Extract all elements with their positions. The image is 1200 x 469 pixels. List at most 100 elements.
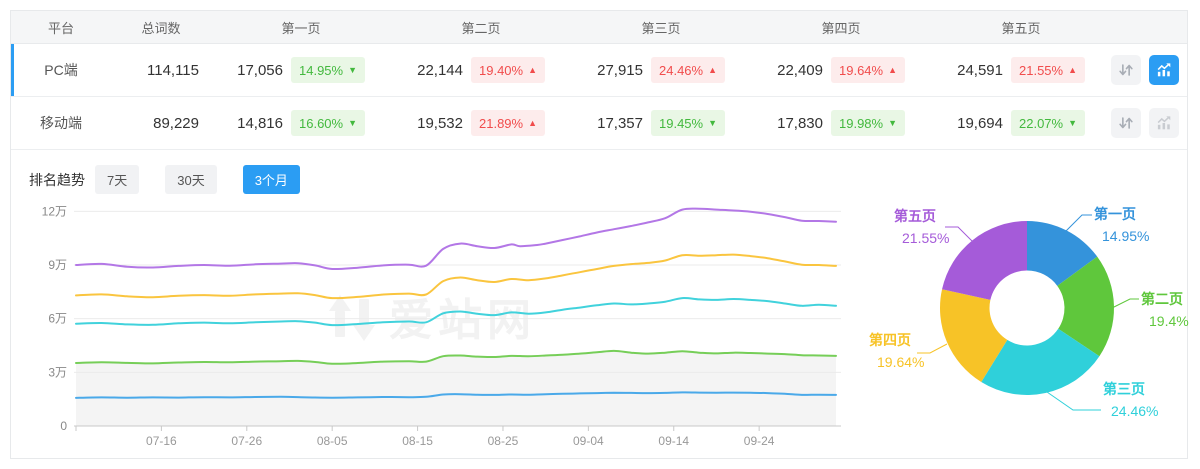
trend-chart-icon	[1157, 63, 1171, 77]
change-badge: 21.89% ▲	[471, 110, 546, 136]
y-axis-label: 6万	[48, 312, 67, 326]
col-header-page4: 第四页	[821, 20, 861, 36]
trend-triangle-icon: ▲	[1068, 65, 1078, 75]
donut-label-page5: 第五页 21.55%	[894, 208, 950, 246]
y-axis-label: 0	[60, 419, 67, 433]
trend-triangle-icon: ▼	[708, 118, 718, 128]
donut-label-line	[917, 343, 948, 354]
change-badge: 24.46% ▲	[651, 57, 726, 83]
change-badge: 19.98% ▼	[831, 110, 906, 136]
y-axis-label: 9万	[48, 258, 67, 272]
trend-chart-icon	[1157, 116, 1171, 130]
col-header-platform: 平台	[47, 20, 74, 36]
page2-cell: 19,532 21.89% ▲	[391, 110, 571, 136]
change-badge: 21.55% ▲	[1011, 57, 1086, 83]
total-words-value: 114,115	[147, 61, 199, 79]
donut-label-page4: 第四页 19.64%	[869, 332, 925, 370]
table-header-row: 平台 总词数 第一页 第二页 第三页 第四页 第五页	[11, 11, 1187, 44]
watermark-text: 爱站网	[389, 296, 536, 345]
ranking-trend-line-chart: 爱站网 0 3万 6万 9万 12万 07-16 07-26 08-05 08-15 08-25 09…	[42, 204, 1139, 448]
col-header-page3: 第三页	[641, 20, 681, 36]
page3-cell: 17,357 19.45% ▼	[571, 110, 751, 136]
area-fill	[76, 350, 836, 426]
y-axis-label: 3万	[48, 365, 67, 379]
change-badge: 16.60% ▼	[291, 110, 366, 136]
trend-triangle-icon: ▲	[528, 118, 538, 128]
total-words-value: 89,229	[153, 114, 199, 132]
tab-7-days[interactable]: 7天	[95, 165, 140, 194]
donut-slice-第三页	[981, 328, 1100, 396]
x-axis-label: 09-04	[573, 434, 604, 448]
y-axis-label: 12万	[42, 204, 67, 218]
page-count: 22,409	[777, 61, 823, 79]
row-actions	[1111, 108, 1189, 138]
donut-label-line	[1111, 298, 1139, 309]
trend-triangle-icon: ▼	[348, 118, 358, 128]
page4-cell: 17,830 19.98% ▼	[751, 110, 931, 136]
page-count: 17,056	[237, 61, 283, 79]
donut-label-line	[945, 226, 973, 242]
col-header-page2: 第二页	[461, 20, 501, 36]
trend-line-第一页	[75, 391, 837, 399]
platform-label: 移动端	[40, 115, 82, 131]
sort-arrows-icon	[1119, 117, 1133, 129]
page1-cell: 14,816 16.60% ▼	[211, 110, 391, 136]
change-badge: 22.07% ▼	[1011, 110, 1086, 136]
sort-arrows-button[interactable]	[1111, 55, 1141, 85]
page3-cell: 27,915 24.46% ▲	[571, 57, 751, 83]
trend-line-第五页	[75, 207, 837, 271]
tab-3-months[interactable]: 3个月	[242, 165, 300, 194]
page4-cell: 22,409 19.64% ▲	[751, 57, 931, 83]
sort-arrows-icon	[1119, 64, 1133, 76]
row-actions	[1111, 55, 1189, 85]
keyword-ranking-panel: 平台 总词数 第一页 第二页 第三页 第四页 第五页 PC端 114,115 1…	[10, 10, 1189, 459]
donut-label-page3: 第三页 24.46%	[1103, 381, 1159, 419]
col-header-total-words: 总词数	[141, 20, 181, 36]
page-count: 14,816	[237, 114, 283, 132]
trend-section-title: 排名趋势	[29, 171, 85, 188]
x-axis-label: 09-14	[658, 434, 689, 448]
page-count: 19,694	[957, 114, 1003, 132]
page1-cell: 17,056 14.95% ▼	[211, 57, 391, 83]
donut-slice-第二页	[1057, 256, 1114, 357]
trend-triangle-icon: ▲	[708, 65, 718, 75]
change-badge: 19.40% ▲	[471, 57, 546, 83]
x-axis-label: 09-24	[744, 434, 775, 448]
table-row[interactable]: 移动端 89,229 14,816 16.60% ▼ 19,532 21.89% ▲…	[11, 97, 1187, 150]
page5-cell: 24,591 21.55% ▲	[931, 57, 1111, 83]
donut-label-page1: 第一页 14.95%	[1094, 206, 1150, 244]
trend-chart-button[interactable]	[1149, 108, 1179, 138]
x-axis-label: 08-15	[402, 434, 433, 448]
donut-label-line	[1063, 214, 1092, 234]
x-axis-label: 08-05	[317, 434, 348, 448]
sort-arrows-button[interactable]	[1111, 108, 1141, 138]
trend-line-第四页	[75, 253, 837, 300]
page5-cell: 19,694 22.07% ▼	[931, 110, 1111, 136]
page-count: 17,357	[597, 114, 643, 132]
platform-label: PC端	[44, 62, 78, 78]
col-header-page5: 第五页	[1001, 20, 1041, 36]
change-badge: 14.95% ▼	[291, 57, 366, 83]
trend-controls: 排名趋势 7天 30天 3个月	[29, 165, 1187, 194]
change-badge: 19.45% ▼	[651, 110, 726, 136]
change-badge: 19.64% ▲	[831, 57, 906, 83]
trend-triangle-icon: ▲	[528, 65, 538, 75]
page-count: 19,532	[417, 114, 463, 132]
donut-slice-第五页	[942, 221, 1027, 300]
donut-label-page2: 第二页 19.4%	[1141, 291, 1189, 329]
trend-triangle-icon: ▼	[1068, 118, 1078, 128]
trend-triangle-icon: ▼	[888, 118, 898, 128]
trend-triangle-icon: ▼	[348, 65, 358, 75]
x-axis-label: 07-26	[231, 434, 262, 448]
col-header-page1: 第一页	[281, 20, 321, 36]
tab-30-days[interactable]: 30天	[165, 165, 217, 194]
donut-slice-第一页	[1027, 221, 1098, 286]
trend-chart-button[interactable]	[1149, 55, 1179, 85]
page-count: 24,591	[957, 61, 1003, 79]
page-count: 17,830	[777, 114, 823, 132]
trend-triangle-icon: ▲	[888, 65, 898, 75]
table-row[interactable]: PC端 114,115 17,056 14.95% ▼ 22,144 19.40%…	[11, 44, 1187, 97]
x-axis-label: 08-25	[488, 434, 519, 448]
trend-line-第二页	[75, 349, 837, 365]
page-count: 22,144	[417, 61, 463, 79]
